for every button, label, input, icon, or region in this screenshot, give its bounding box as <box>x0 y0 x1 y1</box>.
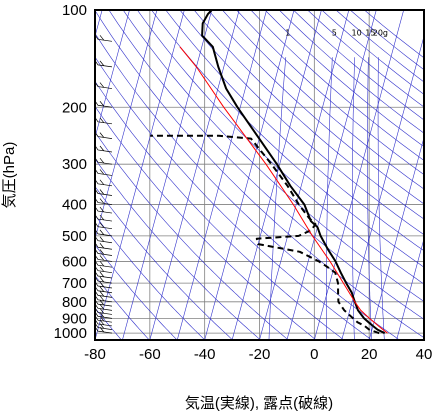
mixing-ratio-label: 20g <box>373 29 388 38</box>
y-axis-title: 気圧(hPa) <box>1 142 18 209</box>
wind-barb <box>94 116 112 124</box>
y-tick-label: 800 <box>62 294 87 311</box>
grid-layer <box>95 10 424 340</box>
x-tick-label: -20 <box>249 346 271 363</box>
temperature-line <box>202 10 385 333</box>
dry-adiabat-line <box>237 10 435 340</box>
y-tick-label: 300 <box>62 156 87 173</box>
mixing-ratio-label: 1 <box>285 29 290 38</box>
dry-adiabat-line <box>109 10 435 340</box>
y-tick-label: 700 <box>62 275 87 292</box>
dry-adiabat-line <box>0 10 205 340</box>
isotherm-line <box>122 10 211 340</box>
mixing-ratio-label: 10 <box>352 29 362 38</box>
x-tick-label: -40 <box>194 346 216 363</box>
x-tick-label: 40 <box>416 346 433 363</box>
wind-barb <box>94 33 112 41</box>
series-layer <box>150 10 387 333</box>
wind-barb <box>94 228 112 236</box>
isotherm-line <box>397 10 435 340</box>
y-tick-label: 1000 <box>54 325 87 342</box>
y-tick-label: 600 <box>62 253 87 270</box>
y-tick-label: 100 <box>62 2 87 19</box>
dry-adiabat-line <box>308 10 435 340</box>
x-axis-title: 気温(実線), 露点(破線) <box>185 395 333 412</box>
isotherm-line <box>342 10 431 340</box>
x-tick-labels: -80 -60 -40 -20 0 20 40 <box>84 346 432 363</box>
dewpoint-line <box>150 136 379 333</box>
dry-adiabat-line <box>10 10 261 340</box>
dry-adiabat-line <box>95 10 428 340</box>
wind-barb <box>94 144 112 152</box>
isotherm-line <box>424 10 435 340</box>
x-tick-label: 0 <box>310 346 318 363</box>
parcel-line <box>180 47 388 333</box>
x-tick-label: -80 <box>84 346 106 363</box>
wind-barb <box>94 213 112 221</box>
isotherm-line <box>13 10 102 340</box>
dry-adiabat-line <box>279 10 435 340</box>
y-tick-label: 500 <box>62 228 87 245</box>
wind-barb <box>94 99 112 107</box>
wind-barb <box>94 2 112 10</box>
wind-barb <box>94 221 112 229</box>
mixing-ratio-label: 5 <box>332 29 337 38</box>
x-tick-label: 20 <box>361 346 378 363</box>
dry-adiabat-line <box>251 10 435 340</box>
y-tick-label: 200 <box>62 99 87 116</box>
dry-adiabat-line <box>152 10 435 340</box>
dry-adiabat-line <box>208 10 435 340</box>
mixing-ratio-line <box>378 57 384 340</box>
y-tick-label: 400 <box>62 197 87 214</box>
wind-barb <box>94 167 112 175</box>
dry-adiabat-line <box>222 10 435 340</box>
dry-adiabat-line <box>0 10 177 340</box>
wind-barb <box>94 156 112 164</box>
x-tick-label: -60 <box>139 346 161 363</box>
wind-barb <box>94 178 112 186</box>
